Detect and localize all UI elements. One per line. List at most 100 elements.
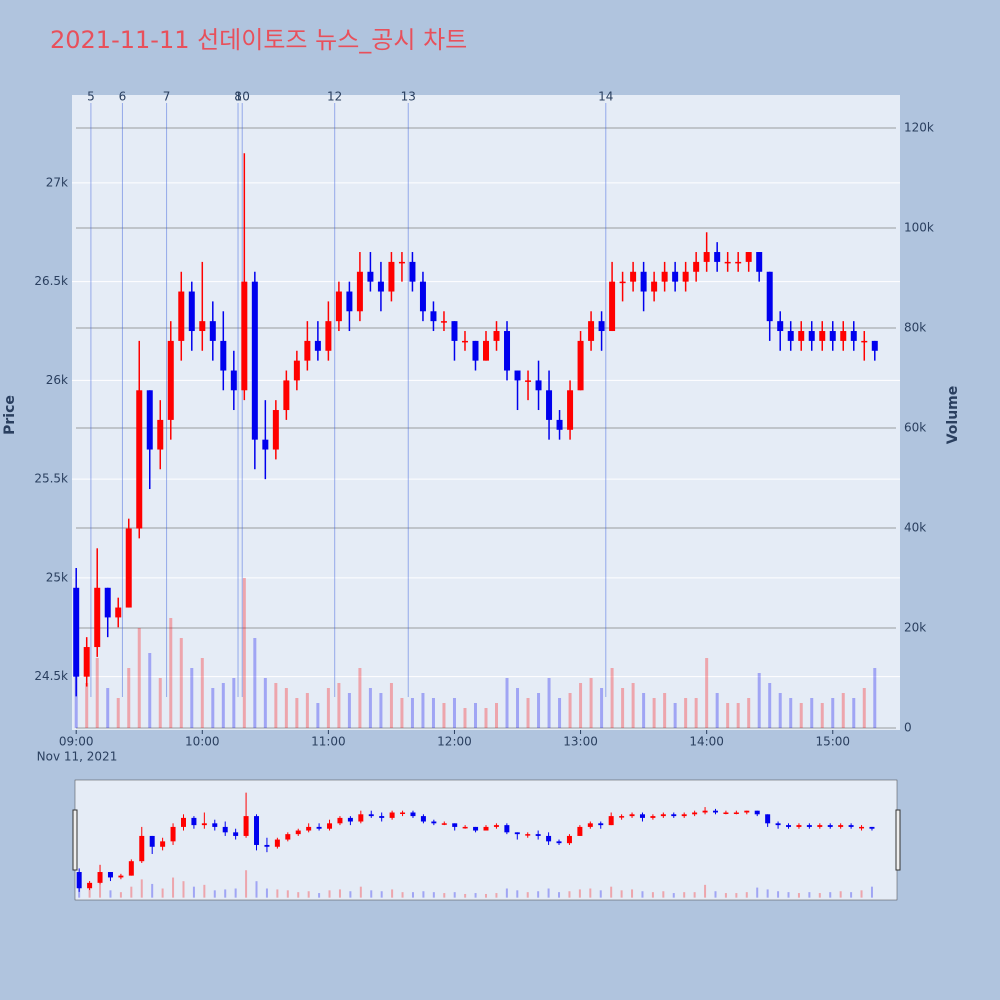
x-tick-label: 12:00 — [437, 735, 472, 749]
candle-body — [125, 528, 132, 608]
candle-body — [327, 823, 333, 829]
volume-bar — [768, 683, 772, 728]
candle-body — [535, 834, 541, 836]
y-tick-label: 25k — [46, 570, 68, 584]
volume-bar — [558, 892, 561, 898]
candle-body — [346, 291, 353, 312]
volume-bar — [839, 891, 842, 898]
volume-bar — [589, 888, 592, 898]
volume-bar — [516, 688, 520, 728]
candle-body — [347, 817, 353, 822]
candle-body — [577, 340, 584, 391]
candle-body — [146, 390, 153, 450]
volume-bar — [326, 688, 330, 728]
candle-body — [693, 261, 700, 272]
volume-bar — [693, 892, 696, 898]
candle-body — [220, 340, 227, 371]
volume-bar — [297, 892, 300, 898]
y-tick-label: 25.5k — [34, 472, 68, 486]
volume-bar — [620, 890, 623, 898]
volume-bar — [337, 683, 341, 728]
candle-body — [388, 261, 395, 292]
volume-bar — [526, 698, 530, 728]
volume-bar — [873, 668, 877, 728]
volume-bar — [820, 703, 824, 728]
news-marker-label: 8 — [234, 90, 242, 104]
volume-bar — [242, 578, 246, 728]
volume-bar — [810, 698, 814, 728]
candle-body — [451, 321, 458, 341]
volume-bar — [200, 658, 204, 728]
volume-bar — [106, 688, 110, 728]
volume-bar — [818, 893, 821, 898]
candle-body — [367, 271, 374, 282]
candle-body — [473, 826, 479, 831]
x-tick-label: 13:00 — [563, 735, 598, 749]
volume-bar — [140, 879, 143, 898]
candle-body — [775, 823, 781, 826]
candle-body — [848, 825, 854, 827]
y2-tick-label: 60k — [904, 421, 926, 435]
volume-bar — [213, 890, 216, 898]
volume-bar — [600, 688, 604, 728]
volume-bar — [316, 703, 320, 728]
volume-bar — [328, 890, 331, 898]
volume-bar — [358, 668, 362, 728]
candle-body — [661, 271, 668, 282]
candle-body — [410, 812, 416, 817]
volume-bar — [169, 618, 173, 728]
candle-body — [358, 814, 364, 822]
candle-body — [756, 252, 763, 272]
volume-bar — [276, 889, 279, 898]
volume-bar — [232, 678, 236, 728]
volume-bar — [673, 703, 677, 728]
candle-body — [640, 271, 647, 292]
volume-bar — [422, 891, 425, 898]
volume-bar — [579, 683, 583, 728]
candle-body — [368, 814, 374, 817]
volume-bar — [642, 693, 646, 728]
volume-bar — [683, 892, 686, 898]
candle-body — [754, 810, 760, 815]
volume-bar — [245, 870, 248, 898]
volume-bar — [704, 884, 707, 898]
volume-bar — [130, 886, 133, 898]
slider-handle[interactable] — [72, 809, 78, 871]
y2-axis-title: Volume — [945, 386, 961, 445]
candle-body — [493, 825, 499, 827]
candle-body — [335, 291, 342, 322]
volume-bar — [464, 893, 467, 898]
range-slider[interactable] — [74, 779, 898, 901]
volume-bar — [203, 884, 206, 898]
volume-bar — [99, 884, 102, 898]
volume-bar — [526, 892, 529, 898]
candle-body — [493, 331, 500, 341]
volume-bar — [714, 891, 717, 898]
volume-bar — [172, 877, 175, 898]
candle-body — [409, 261, 416, 282]
y2-tick-label: 20k — [904, 621, 926, 635]
candle-body — [191, 817, 197, 826]
candle-body — [461, 340, 468, 343]
volume-bar — [221, 683, 225, 728]
candle-body — [733, 812, 739, 814]
volume-bar — [255, 881, 258, 898]
volume-bar — [116, 698, 120, 728]
candle-body — [472, 340, 479, 361]
candle-body — [692, 812, 698, 815]
candle-body — [535, 380, 542, 391]
candle-body — [272, 410, 279, 450]
volume-bar — [432, 892, 435, 898]
candle-body — [377, 281, 384, 292]
volume-bar — [224, 889, 227, 898]
volume-bar — [568, 693, 572, 728]
candle-body — [314, 340, 321, 351]
candle-body — [76, 872, 82, 889]
volume-bar — [558, 698, 562, 728]
slider-handle[interactable] — [895, 809, 901, 871]
volume-bar — [452, 698, 456, 728]
candle-body — [94, 587, 101, 648]
volume-bar — [286, 890, 289, 898]
y2-tick-label: 0 — [904, 721, 912, 735]
y-axis-title: Price — [2, 395, 18, 435]
